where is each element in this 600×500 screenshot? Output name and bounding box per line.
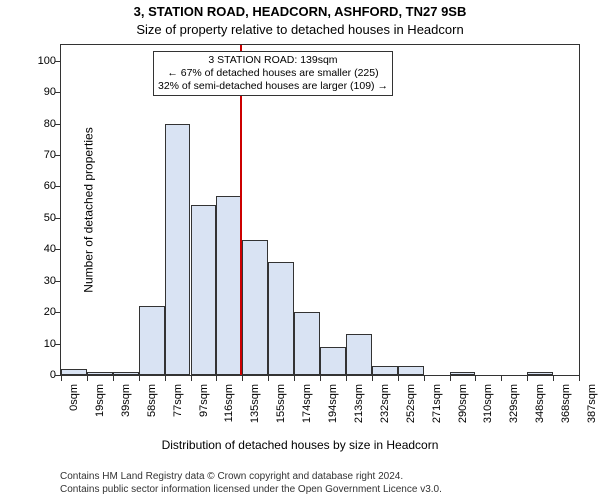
x-tick-label: 155sqm [274, 384, 288, 444]
bar [191, 205, 217, 375]
y-tick-label: 20 [16, 306, 56, 318]
x-tick-mark [424, 376, 425, 381]
bar [398, 366, 424, 375]
callout-line-1: 3 STATION ROAD: 139sqm [158, 54, 388, 67]
callout-box: 3 STATION ROAD: 139sqm ← 67% of detached… [153, 51, 393, 96]
bar [165, 124, 191, 375]
y-tick-label: 80 [16, 118, 56, 130]
chart-figure: 3, STATION ROAD, HEADCORN, ASHFORD, TN27… [0, 0, 600, 500]
x-tick-mark [113, 376, 114, 381]
x-tick-mark [501, 376, 502, 381]
callout-line-2: ← 67% of detached houses are smaller (22… [158, 67, 388, 80]
x-tick-mark [450, 376, 451, 381]
x-tick-label: 348sqm [533, 384, 547, 444]
bar [139, 306, 165, 375]
x-axis-label: Distribution of detached houses by size … [0, 438, 600, 452]
x-tick-label: 58sqm [145, 384, 159, 444]
y-tick-mark [55, 281, 60, 282]
bar [450, 372, 476, 375]
y-tick-mark [55, 61, 60, 62]
x-tick-mark [242, 376, 243, 381]
y-tick-label: 30 [16, 275, 56, 287]
y-tick-label: 90 [16, 86, 56, 98]
x-tick-label: 290sqm [456, 384, 470, 444]
x-tick-mark [320, 376, 321, 381]
y-tick-label: 0 [16, 369, 56, 381]
bar [527, 372, 553, 375]
x-tick-mark [191, 376, 192, 381]
x-tick-mark [61, 376, 62, 381]
x-tick-label: 232sqm [378, 384, 392, 444]
y-tick-mark [55, 186, 60, 187]
y-tick-mark [55, 218, 60, 219]
x-tick-label: 368sqm [559, 384, 573, 444]
x-tick-label: 329sqm [507, 384, 521, 444]
y-tick-mark [55, 155, 60, 156]
y-tick-label: 60 [16, 180, 56, 192]
bar [242, 240, 268, 375]
title-address: 3, STATION ROAD, HEADCORN, ASHFORD, TN27… [0, 4, 600, 19]
bar [268, 262, 294, 375]
x-tick-label: 39sqm [119, 384, 133, 444]
x-tick-label: 387sqm [585, 384, 599, 444]
x-tick-mark [294, 376, 295, 381]
bar [294, 312, 320, 375]
bar [61, 369, 87, 375]
x-tick-mark [346, 376, 347, 381]
y-tick-label: 40 [16, 243, 56, 255]
bar [372, 366, 398, 375]
x-tick-label: 310sqm [481, 384, 495, 444]
x-tick-mark [216, 376, 217, 381]
footer-line-2: Contains public sector information licen… [60, 483, 580, 496]
x-tick-mark [398, 376, 399, 381]
bar [87, 372, 113, 375]
x-tick-label: 194sqm [326, 384, 340, 444]
x-tick-mark [579, 376, 580, 381]
x-tick-label: 19sqm [93, 384, 107, 444]
y-tick-mark [55, 124, 60, 125]
y-tick-label: 50 [16, 212, 56, 224]
bar [320, 347, 346, 375]
x-tick-label: 116sqm [222, 384, 236, 444]
x-tick-label: 135sqm [248, 384, 262, 444]
x-tick-mark [372, 376, 373, 381]
footer: Contains HM Land Registry data © Crown c… [60, 470, 580, 496]
y-tick-mark [55, 312, 60, 313]
x-tick-label: 77sqm [171, 384, 185, 444]
y-tick-mark [55, 344, 60, 345]
plot-area: 3 STATION ROAD: 139sqm ← 67% of detached… [60, 44, 580, 376]
x-tick-label: 97sqm [197, 384, 211, 444]
y-tick-label: 100 [16, 55, 56, 67]
x-tick-label: 252sqm [404, 384, 418, 444]
x-tick-mark [527, 376, 528, 381]
x-tick-mark [165, 376, 166, 381]
title-subtitle: Size of property relative to detached ho… [0, 22, 600, 37]
y-tick-mark [55, 249, 60, 250]
x-tick-label: 271sqm [430, 384, 444, 444]
bar [113, 372, 139, 375]
x-tick-mark [475, 376, 476, 381]
x-tick-mark [553, 376, 554, 381]
callout-line-3: 32% of semi-detached houses are larger (… [158, 80, 388, 93]
footer-line-1: Contains HM Land Registry data © Crown c… [60, 470, 580, 483]
x-tick-label: 174sqm [300, 384, 314, 444]
x-tick-label: 0sqm [67, 384, 81, 444]
bar [346, 334, 372, 375]
x-tick-mark [139, 376, 140, 381]
x-tick-label: 213sqm [352, 384, 366, 444]
bar [216, 196, 242, 375]
x-tick-mark [268, 376, 269, 381]
y-tick-label: 70 [16, 149, 56, 161]
x-tick-mark [87, 376, 88, 381]
y-tick-mark [55, 92, 60, 93]
y-tick-mark [55, 375, 60, 376]
y-tick-label: 10 [16, 338, 56, 350]
